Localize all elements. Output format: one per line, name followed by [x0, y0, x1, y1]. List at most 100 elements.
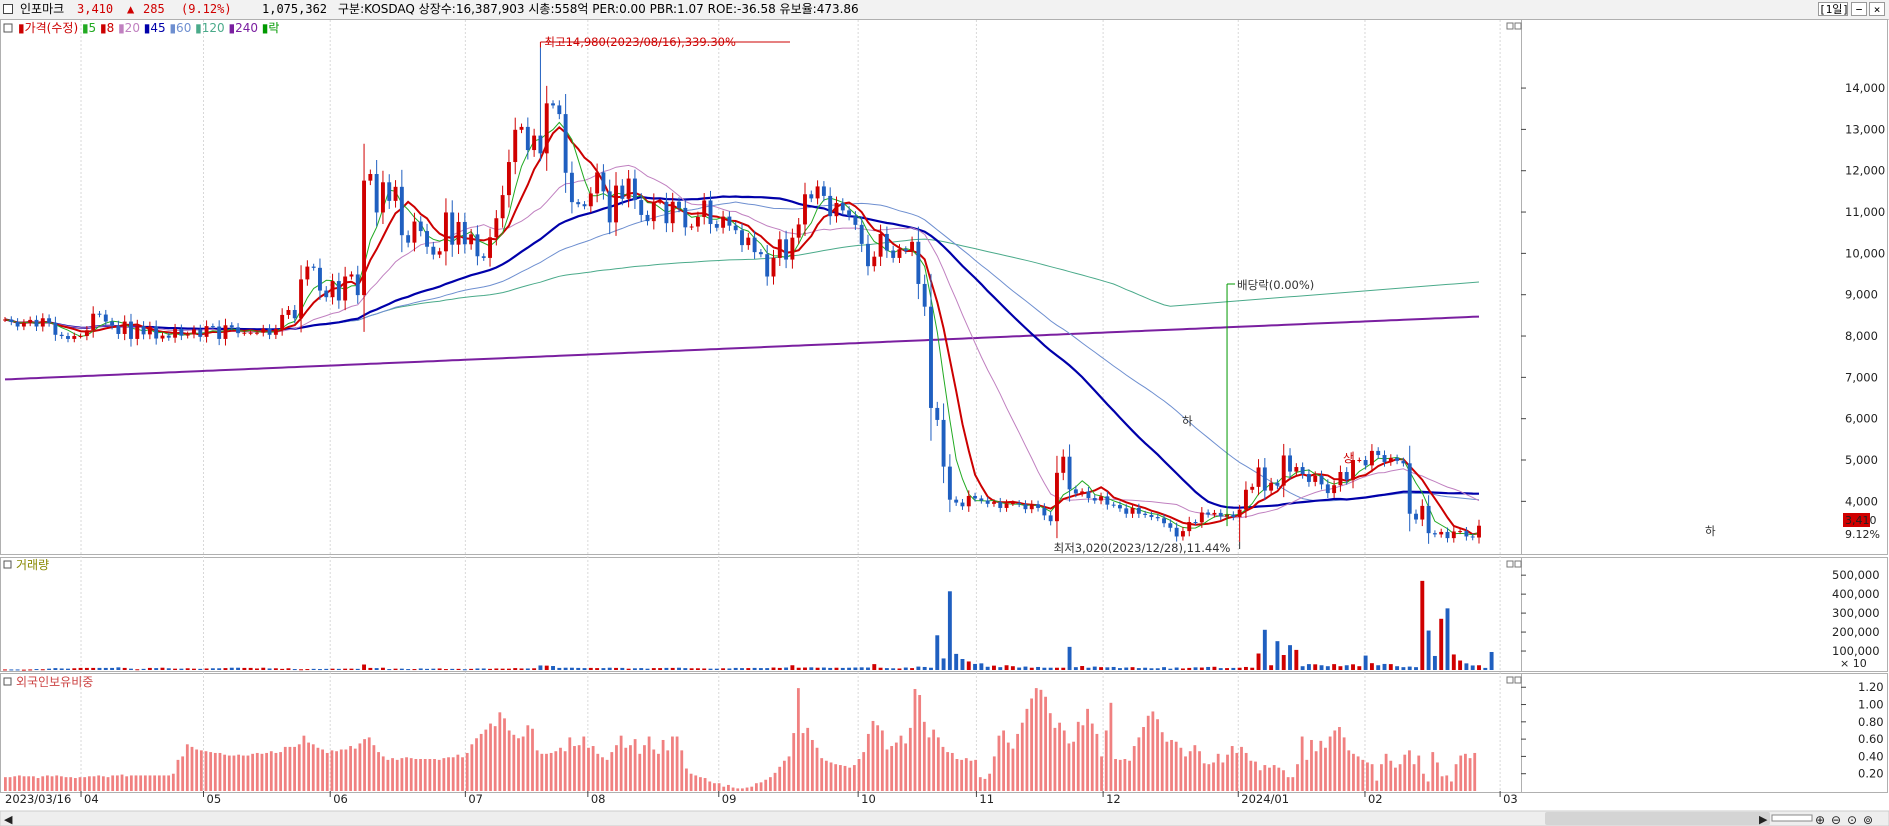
candle-body[interactable]: [985, 500, 990, 504]
foreign-ratio-bar[interactable]: [83, 777, 87, 791]
candle-body[interactable]: [916, 241, 921, 284]
foreign-ratio-bar[interactable]: [615, 745, 618, 791]
candle-body[interactable]: [1426, 505, 1431, 534]
foreign-ratio-bar[interactable]: [768, 777, 772, 791]
foreign-ratio-bar[interactable]: [1188, 751, 1192, 791]
foreign-ratio-bar[interactable]: [311, 744, 315, 791]
foreign-ratio-bar[interactable]: [1314, 751, 1318, 791]
volume-bar[interactable]: [1092, 666, 1097, 670]
candle-body[interactable]: [1300, 467, 1305, 475]
foreign-ratio-bar[interactable]: [988, 773, 992, 791]
foreign-ratio-bar[interactable]: [633, 739, 637, 791]
candle-body[interactable]: [758, 252, 763, 255]
volume-bar[interactable]: [21, 669, 26, 671]
foreign-ratio-bar[interactable]: [358, 743, 362, 791]
foreign-ratio-bar[interactable]: [134, 775, 138, 791]
volume-bar[interactable]: [1477, 665, 1481, 670]
foreign-ratio-bar[interactable]: [992, 756, 996, 791]
volume-bar[interactable]: [1149, 668, 1154, 670]
volume-bar[interactable]: [1325, 666, 1330, 670]
volume-bar[interactable]: [488, 668, 492, 670]
foreign-ratio-bar[interactable]: [1212, 762, 1215, 791]
foreign-ratio-bar[interactable]: [363, 739, 366, 791]
foreign-ratio-bar[interactable]: [423, 759, 427, 791]
candle-body[interactable]: [1458, 531, 1463, 533]
foreign-ratio-bar[interactable]: [465, 752, 469, 791]
volume-bar[interactable]: [122, 667, 127, 670]
volume-bar[interactable]: [595, 668, 600, 670]
candle-body[interactable]: [803, 194, 807, 225]
candle-body[interactable]: [645, 214, 650, 222]
foreign-ratio-bar[interactable]: [619, 735, 623, 791]
foreign-ratio-bar[interactable]: [22, 776, 26, 791]
foreign-ratio-bar[interactable]: [1268, 767, 1271, 791]
volume-bar[interactable]: [1193, 667, 1198, 670]
volume-bar[interactable]: [979, 663, 984, 670]
foreign-ratio-bar[interactable]: [694, 775, 698, 791]
volume-bar[interactable]: [1363, 655, 1368, 670]
candle-body[interactable]: [261, 328, 266, 333]
foreign-ratio-bar[interactable]: [1282, 770, 1285, 791]
foreign-ratio-bar[interactable]: [862, 752, 866, 791]
candle-body[interactable]: [815, 186, 820, 199]
volume-bar[interactable]: [910, 668, 915, 670]
candle-body[interactable]: [588, 193, 593, 207]
candle-body[interactable]: [1086, 491, 1091, 499]
volume-bar[interactable]: [966, 661, 971, 670]
foreign-ratio-bar[interactable]: [922, 721, 926, 791]
foreign-ratio-bar[interactable]: [251, 753, 255, 791]
candle-body[interactable]: [563, 114, 568, 173]
candle-body[interactable]: [1130, 507, 1135, 514]
foreign-ratio-bar[interactable]: [1328, 736, 1332, 791]
candle-body[interactable]: [380, 182, 385, 213]
candle-body[interactable]: [544, 103, 549, 154]
candle-body[interactable]: [1143, 513, 1148, 515]
volume-bar[interactable]: [651, 668, 656, 670]
volume-bar[interactable]: [1212, 666, 1217, 670]
foreign-ratio-bar[interactable]: [1235, 752, 1239, 791]
foreign-ratio-bar[interactable]: [1039, 689, 1043, 791]
panel-close-icon[interactable]: [1514, 676, 1522, 684]
candle-body[interactable]: [1155, 517, 1160, 519]
volume-bar[interactable]: [84, 667, 89, 670]
candle-body[interactable]: [179, 329, 184, 336]
candle-body[interactable]: [998, 502, 1003, 508]
volume-bar[interactable]: [992, 665, 996, 670]
foreign-ratio-bar[interactable]: [955, 759, 959, 791]
foreign-ratio-bar[interactable]: [1291, 777, 1295, 791]
volume-bar[interactable]: [639, 668, 644, 670]
volume-bar[interactable]: [1407, 666, 1412, 670]
foreign-ratio-bar[interactable]: [722, 786, 726, 791]
candle-body[interactable]: [872, 256, 877, 267]
candle-body[interactable]: [752, 237, 757, 253]
foreign-ratio-bar[interactable]: [428, 759, 432, 791]
candle-body[interactable]: [450, 212, 455, 245]
zoom-fit-icon[interactable]: ⊚: [1863, 813, 1873, 826]
volume-bar[interactable]: [1180, 668, 1185, 670]
legend-entry[interactable]: ▮45: [140, 21, 166, 35]
volume-bar[interactable]: [1420, 580, 1425, 670]
volume-bar[interactable]: [1432, 655, 1437, 670]
volume-bar[interactable]: [1237, 667, 1242, 670]
volume-bar[interactable]: [771, 667, 776, 670]
volume-bar[interactable]: [563, 667, 568, 670]
foreign-ratio-bar[interactable]: [950, 752, 954, 791]
volume-bar[interactable]: [368, 667, 373, 670]
foreign-ratio-bar[interactable]: [843, 765, 847, 791]
foreign-ratio-bar[interactable]: [400, 758, 404, 791]
candle-body[interactable]: [910, 241, 915, 251]
foreign-ratio-bar[interactable]: [946, 752, 950, 791]
foreign-ratio-bar[interactable]: [717, 783, 721, 791]
foreign-ratio-bar[interactable]: [1198, 751, 1201, 791]
foreign-ratio-bar[interactable]: [531, 728, 534, 791]
foreign-ratio-bar[interactable]: [391, 758, 394, 791]
volume-bar[interactable]: [803, 667, 807, 670]
foreign-ratio-bar[interactable]: [1319, 740, 1323, 791]
foreign-ratio-bar[interactable]: [866, 733, 870, 791]
candle-body[interactable]: [903, 249, 908, 251]
volume-bar[interactable]: [1061, 667, 1066, 670]
foreign-ratio-bar[interactable]: [997, 735, 1001, 791]
foreign-ratio-bar[interactable]: [703, 778, 707, 791]
candle-body[interactable]: [1363, 460, 1368, 466]
volume-bar[interactable]: [1099, 667, 1104, 670]
